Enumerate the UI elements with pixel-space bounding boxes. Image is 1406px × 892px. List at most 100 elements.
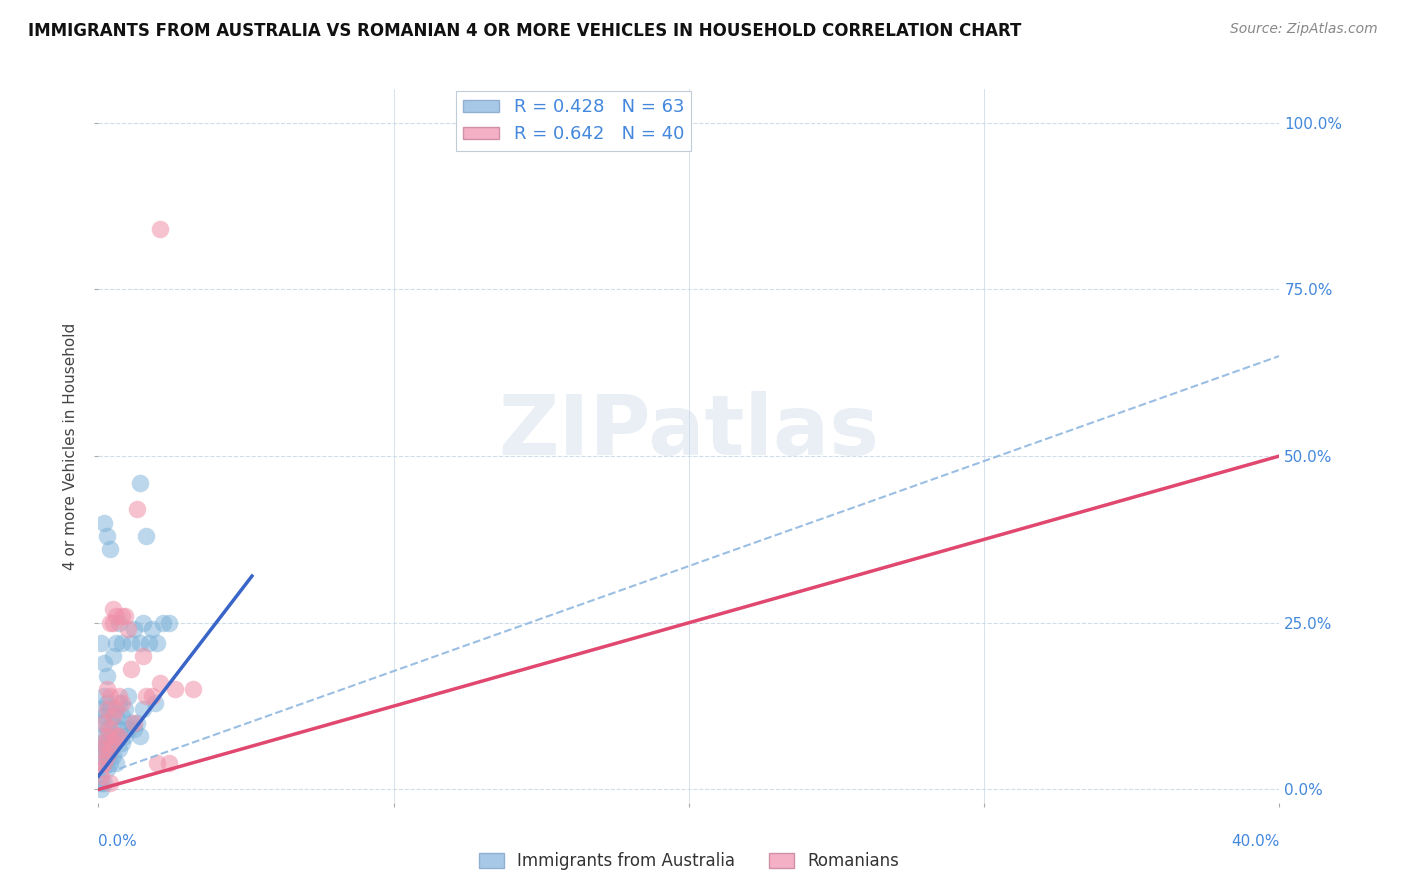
Text: ZIPatlas: ZIPatlas: [499, 392, 879, 472]
Point: [96, 702, 118, 716]
Point: [90, 769, 112, 783]
Point: [125, 502, 148, 516]
Point: [96, 749, 118, 764]
Point: [114, 729, 136, 743]
Point: [128, 729, 150, 743]
Point: [108, 742, 131, 756]
Point: [125, 715, 148, 730]
Point: [96, 763, 118, 777]
Point: [96, 529, 118, 543]
Point: [141, 623, 163, 637]
Point: [128, 636, 150, 650]
Point: [93, 516, 115, 530]
Point: [143, 696, 166, 710]
Point: [135, 689, 157, 703]
Point: [93, 715, 115, 730]
Point: [152, 615, 174, 630]
Point: [108, 696, 131, 710]
Point: [103, 709, 125, 723]
Point: [96, 723, 118, 737]
Text: Source: ZipAtlas.com: Source: ZipAtlas.com: [1230, 22, 1378, 37]
Point: [117, 623, 139, 637]
Point: [98, 742, 121, 756]
Point: [105, 756, 128, 770]
Point: [117, 723, 139, 737]
Point: [98, 776, 121, 790]
Point: [120, 636, 142, 650]
Point: [157, 615, 180, 630]
Point: [98, 542, 121, 557]
Point: [122, 723, 145, 737]
Point: [120, 715, 142, 730]
Point: [108, 689, 131, 703]
Point: [90, 782, 112, 797]
Point: [114, 702, 136, 716]
Point: [98, 702, 121, 716]
Point: [90, 702, 112, 716]
Point: [96, 682, 118, 697]
Point: [132, 615, 155, 630]
Point: [103, 602, 125, 616]
Point: [146, 636, 169, 650]
Point: [90, 715, 112, 730]
Point: [120, 662, 142, 676]
Point: [146, 756, 169, 770]
Point: [122, 623, 145, 637]
Point: [90, 736, 112, 750]
Point: [141, 689, 163, 703]
Point: [114, 609, 136, 624]
Point: [105, 729, 128, 743]
Point: [90, 636, 112, 650]
Point: [103, 649, 125, 664]
Point: [96, 696, 118, 710]
Point: [98, 615, 121, 630]
Point: [103, 736, 125, 750]
Point: [149, 222, 172, 236]
Point: [105, 709, 128, 723]
Point: [128, 475, 150, 490]
Point: [93, 756, 115, 770]
Point: [117, 689, 139, 703]
Point: [96, 736, 118, 750]
Point: [96, 669, 118, 683]
Point: [103, 749, 125, 764]
Point: [90, 742, 112, 756]
Point: [98, 729, 121, 743]
Point: [98, 723, 121, 737]
Point: [98, 742, 121, 756]
Point: [93, 742, 115, 756]
Point: [181, 682, 204, 697]
Point: [132, 702, 155, 716]
Y-axis label: 4 or more Vehicles in Household: 4 or more Vehicles in Household: [63, 322, 79, 570]
Point: [157, 756, 180, 770]
Legend: Immigrants from Australia, Romanians: Immigrants from Australia, Romanians: [472, 846, 905, 877]
Point: [103, 615, 125, 630]
Point: [108, 729, 131, 743]
Point: [90, 776, 112, 790]
Point: [90, 763, 112, 777]
Point: [98, 689, 121, 703]
Point: [93, 689, 115, 703]
Point: [105, 729, 128, 743]
Point: [111, 636, 134, 650]
Point: [93, 729, 115, 743]
Text: 40.0%: 40.0%: [1232, 834, 1279, 849]
Text: 0.0%: 0.0%: [98, 834, 138, 849]
Point: [96, 749, 118, 764]
Point: [105, 636, 128, 650]
Point: [108, 615, 131, 630]
Point: [135, 529, 157, 543]
Point: [138, 636, 160, 650]
Point: [98, 756, 121, 770]
Point: [122, 715, 145, 730]
Point: [93, 709, 115, 723]
Point: [103, 715, 125, 730]
Point: [111, 709, 134, 723]
Point: [93, 656, 115, 670]
Point: [93, 736, 115, 750]
Point: [105, 702, 128, 716]
Point: [111, 609, 134, 624]
Text: IMMIGRANTS FROM AUSTRALIA VS ROMANIAN 4 OR MORE VEHICLES IN HOUSEHOLD CORRELATIO: IMMIGRANTS FROM AUSTRALIA VS ROMANIAN 4 …: [28, 22, 1022, 40]
Point: [111, 736, 134, 750]
Point: [111, 696, 134, 710]
